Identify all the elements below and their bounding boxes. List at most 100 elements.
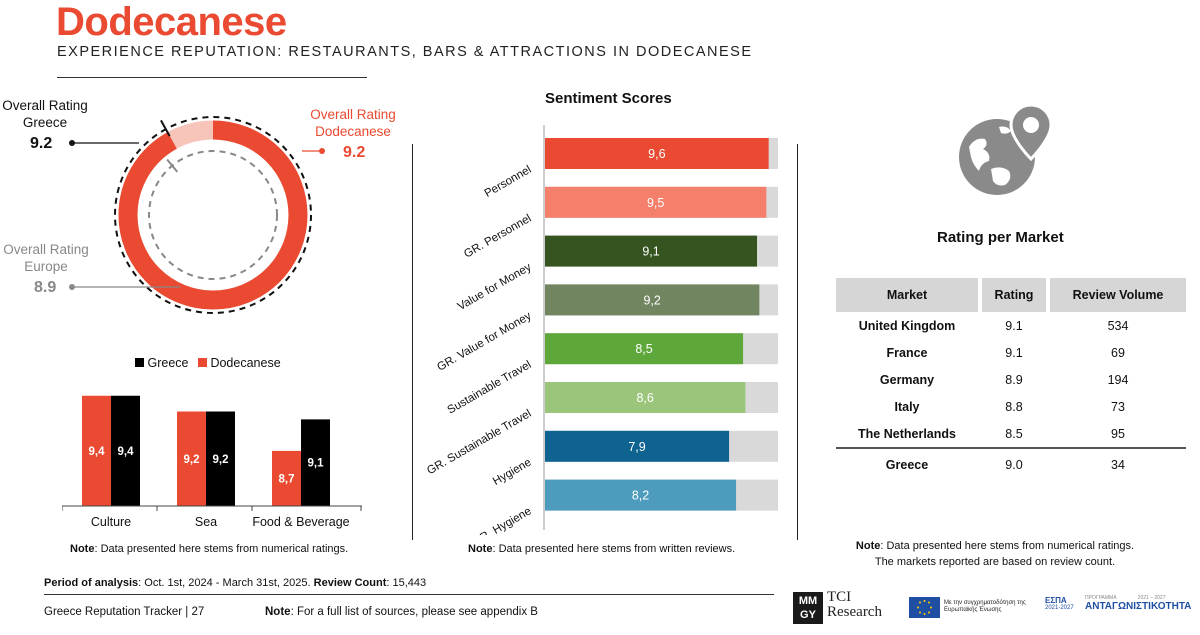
bar-value-label: 9,2 <box>184 454 200 466</box>
col-header-volume: Review Volume <box>1050 278 1186 312</box>
market-volume: 534 <box>1107 318 1129 333</box>
market-volume: 95 <box>1111 426 1125 441</box>
bar-value-label: 9,4 <box>118 446 135 458</box>
page-title: Dodecanese <box>56 0 287 44</box>
market-name: Italy <box>894 399 920 414</box>
greece-marker-tick <box>160 119 171 137</box>
antagonistikotita-logo: ΠΡΟΓΡΑΜΜΑ 2021 – 2027 ΑΝΤΑΓΩΝΙΣΤΙΚΟΤΗΤΑ <box>1085 595 1192 612</box>
divider-left <box>412 144 413 540</box>
legend-label-greece: Greece <box>147 356 189 370</box>
sentiment-bar-4 <box>545 333 744 365</box>
market-name: France <box>886 345 928 360</box>
europe-marker-tick <box>166 158 179 173</box>
legend-label-dodecanese: Dodecanese <box>210 356 281 370</box>
sentiment-bar-5 <box>545 382 746 413</box>
market-title: Rating per Market <box>937 229 1064 246</box>
greece-rating-label: Overall Rating Greece <box>2 98 88 130</box>
note-middle: Note: Data presented here stems from wri… <box>468 543 736 555</box>
market-rating: 9.1 <box>1005 345 1023 360</box>
footer-tracker: Greece Reputation Tracker | 27 <box>44 606 205 618</box>
sentiment-bar-3 <box>545 284 760 316</box>
globe-pin-icon <box>959 103 1053 195</box>
sentiment-value-label: 7,9 <box>628 440 645 454</box>
sentiment-category-label: GR. Hygiene <box>470 505 533 535</box>
eu-flag-icon <box>909 597 940 618</box>
sentiment-value-label: 9,5 <box>647 196 664 210</box>
footer-divider <box>44 594 774 595</box>
table-row: Italy 8.8 73 <box>836 393 1186 420</box>
sentiment-category-label: Personnel <box>483 164 534 200</box>
sentiment-title: Sentiment Scores <box>545 90 672 107</box>
market-total-row: Greece 9.0 34 <box>836 447 1186 480</box>
market-rating: 8.5 <box>1005 426 1023 441</box>
sentiment-bar-chart: 9,6 Personnel 9,5 GR. Personnel 9,1 Value for… <box>425 125 778 535</box>
market-volume: 194 <box>1107 372 1129 387</box>
sentiment-bar-0 <box>545 138 769 169</box>
category-label: Food & Beverage <box>252 515 349 529</box>
market-rating: 8.8 <box>1005 399 1023 414</box>
col-header-rating: Rating <box>982 278 1046 312</box>
market-rating: 8.9 <box>1005 372 1023 387</box>
divider-right <box>797 144 798 540</box>
sentiment-category-label: Value for Money <box>456 261 534 313</box>
footer-note: Note: For a full list of sources, please… <box>265 606 538 618</box>
page-subtitle: EXPERIENCE REPUTATION: RESTAURANTS, BARS… <box>57 44 753 60</box>
sentiment-value-label: 9,2 <box>643 293 660 307</box>
europe-rating-label: Overall Rating Europe <box>3 242 89 274</box>
market-rating: 9.0 <box>982 447 1046 480</box>
market-name: Germany <box>879 372 935 387</box>
sentiment-bar-1 <box>545 186 767 218</box>
bar-greece-1 <box>206 411 235 506</box>
sentiment-category-label: Hygiene <box>491 457 534 488</box>
bar-dodecanese-2 <box>272 450 301 506</box>
espa-logo: ΕΣΠΑ 2021-2027 <box>1045 596 1074 611</box>
bar-dodecanese-0 <box>82 395 111 506</box>
sentiment-value-label: 8,6 <box>636 391 653 405</box>
inner-dashed-ring <box>148 150 278 280</box>
bar-value-label: 9,2 <box>213 454 229 466</box>
note-left: Note: Data presented here stems from num… <box>70 543 349 555</box>
tci-research-logo: TCI Research <box>827 589 882 620</box>
sentiment-value-label: 9,1 <box>642 245 659 259</box>
sentiment-value-label: 8,2 <box>632 489 649 503</box>
greece-rating-value: 9.2 <box>30 135 53 152</box>
market-rating: 9.1 <box>1005 318 1023 333</box>
note-right: Note: Data presented here stems from num… <box>855 540 1135 568</box>
bar-greece-0 <box>111 395 140 506</box>
bar-chart-legend: Greece Dodecanese <box>135 356 281 370</box>
table-row: United Kingdom 9.1 534 <box>836 312 1186 339</box>
outer-dashed-ring <box>114 116 312 314</box>
category-bar-chart: 9,4 9,4 Culture 9,2 9,2 Sea 8,7 9,1 Food & Bever… <box>62 395 362 529</box>
europe-rating-value: 8.9 <box>34 279 57 296</box>
dodecanese-rating-value: 9.2 <box>343 144 366 161</box>
legend-swatch-dodecanese <box>197 358 207 367</box>
market-name: The Netherlands <box>858 426 956 441</box>
bar-value-label: 9,4 <box>89 446 106 458</box>
title-divider <box>57 77 367 78</box>
period-of-analysis: Period of analysis: Oct. 1st, 2024 - Mar… <box>44 577 427 589</box>
table-row: France 9.1 69 <box>836 339 1186 366</box>
donut-leader-lines <box>69 140 325 290</box>
sentiment-bar-7 <box>545 479 737 511</box>
legend-swatch-greece <box>135 358 144 367</box>
market-table-header: Market Rating Review Volume <box>836 278 1186 312</box>
bar-value-label: 9,1 <box>308 458 325 470</box>
bar-dodecanese-1 <box>177 411 206 506</box>
market-name: United Kingdom <box>858 318 956 333</box>
market-volume: 69 <box>1111 345 1125 360</box>
sentiment-bar-2 <box>545 235 758 267</box>
category-label: Sea <box>195 515 217 529</box>
bar-greece-2 <box>301 419 330 506</box>
category-label: Culture <box>91 515 131 529</box>
sentiment-value-label: 9,6 <box>648 147 665 161</box>
donut-dodecanese-arc <box>118 120 308 310</box>
sentiment-value-label: 8,5 <box>635 342 652 356</box>
eu-cofunding-text: Με την συγχρηματοδότηση της Ευρωπαϊκής Έ… <box>944 600 1026 613</box>
table-row: Germany 8.9 194 <box>836 366 1186 393</box>
market-volume: 34 <box>1050 447 1186 480</box>
market-table: Market Rating Review Volume United Kingd… <box>836 278 1186 480</box>
dodecanese-rating-label: Overall Rating Dodecanese <box>310 107 396 139</box>
market-volume: 73 <box>1111 399 1125 414</box>
market-name: Greece <box>836 447 978 480</box>
col-header-market: Market <box>836 278 978 312</box>
